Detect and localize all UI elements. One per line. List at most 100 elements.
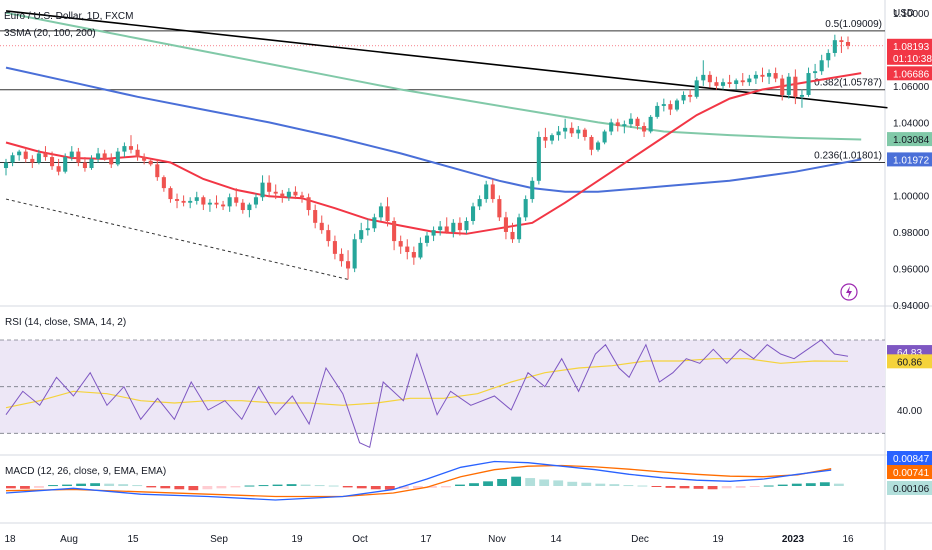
candle-body-107: [707, 74, 712, 83]
candle-body-5: [36, 153, 41, 163]
macd-hist-bar-29: [412, 486, 423, 489]
candle-body-4: [30, 158, 35, 163]
price-tick-3: 1.00000: [893, 191, 930, 202]
candle-body-3: [23, 151, 28, 159]
candle-body-47: [313, 210, 318, 223]
price-tick-5: 0.96000: [893, 264, 930, 275]
fib-label-2: 0.236(1.01801): [814, 151, 882, 162]
macd-hist-bar-22: [314, 485, 325, 487]
price-pane[interactable]: 0.5(1.09009) 0.382(1.05787) 0.236(1.01801): [0, 10, 888, 280]
candle-body-1: [10, 155, 15, 163]
price-tick-1: 1.06000: [893, 82, 930, 93]
candle-body-61: [405, 246, 410, 253]
macd-label: MACD (12, 26, close, 9, EMA, EMA): [5, 466, 166, 477]
candle-body-116: [767, 73, 772, 77]
candle-body-70: [464, 220, 469, 231]
price-tick-4: 0.98000: [893, 228, 930, 239]
macd-hist-bar-9: [132, 485, 143, 487]
price-tag-1: [887, 66, 932, 81]
candle-body-41: [273, 191, 278, 194]
candle-body-26: [174, 199, 180, 201]
rsi-label: RSI (14, close, SMA, 14, 2): [5, 317, 126, 328]
macd-hist-bar-59: [833, 483, 844, 486]
macd-hist-bar-55: [777, 484, 788, 486]
macd-hist-bar-52: [735, 486, 746, 488]
candle-body-86: [569, 127, 574, 134]
time-tick-7: Nov: [488, 534, 506, 545]
macd-hist-bar-10: [146, 486, 157, 488]
macd-pane[interactable]: [5, 460, 844, 501]
candle-body-19: [128, 146, 134, 150]
candle-body-38: [253, 197, 259, 205]
time-tick-5: Oct: [352, 534, 368, 545]
candle-body-91: [602, 131, 607, 143]
axis-layer: 1.10000 1.06000 1.04000 1.00000 0.98000 0.960…: [4, 9, 932, 545]
candle-body-67: [444, 226, 449, 232]
macd-tag-value-2: 0.00106: [893, 484, 930, 495]
macd-tag-value-0: 0.00847: [893, 454, 930, 465]
candle-body-128: [845, 42, 851, 46]
candle-body-98: [648, 116, 653, 132]
candle-body-40: [267, 182, 272, 192]
macd-hist-bar-3: [48, 485, 58, 487]
candle-body-24: [161, 177, 166, 189]
candle-body-6: [43, 153, 48, 158]
candle-body-64: [424, 235, 430, 243]
time-tick-10: 19: [712, 534, 724, 545]
currency-label: USD: [893, 8, 914, 19]
candle-body-43: [286, 191, 291, 198]
candle-body-110: [727, 82, 732, 85]
rsi-line: [5, 339, 849, 449]
macd-hist-bar-8: [118, 484, 129, 486]
macd-hist-bar-25: [356, 486, 367, 489]
rsi-tag-value-1: 60.86: [897, 357, 922, 368]
candle-body-76: [503, 217, 508, 232]
macd-hist-bar-17: [244, 485, 255, 487]
macd-hist-bar-30: [427, 486, 437, 488]
macd-hist-bar-16: [230, 486, 241, 488]
candle-body-11: [76, 151, 81, 163]
sma100-line: [5, 66, 862, 193]
candle-body-90: [595, 142, 601, 150]
candle-body-58: [385, 206, 390, 221]
candle-body-34: [227, 197, 232, 207]
candle-body-94: [622, 124, 627, 127]
macd-hist-bar-33: [469, 483, 479, 486]
macd-hist-bar-21: [300, 484, 311, 486]
time-tick-6: 17: [420, 534, 432, 545]
macd-hist-bar-0: [6, 486, 16, 489]
candle-body-29: [194, 197, 199, 201]
candle-body-21: [142, 157, 147, 161]
candle-body-23: [155, 164, 160, 178]
candle-body-66: [438, 226, 443, 231]
candle-body-2: [17, 151, 22, 156]
macd-hist-bar-54: [763, 485, 774, 487]
candle-body-48: [319, 222, 324, 231]
candle-body-115: [760, 74, 765, 77]
macd-line: [5, 460, 832, 501]
time-tick-12: 16: [842, 534, 854, 545]
macd-hist-bar-46: [651, 486, 662, 487]
macd-hist-bar-23: [328, 485, 339, 487]
candle-body-113: [747, 78, 752, 83]
lightning-icon[interactable]: [840, 283, 858, 301]
candle-body-72: [477, 199, 482, 207]
time-tick-2: 15: [127, 534, 139, 545]
price-tag-value-0: 1.08193: [893, 42, 930, 53]
candle-body-88: [582, 129, 587, 137]
candle-body-101: [668, 104, 673, 110]
candle-body-80: [530, 180, 535, 200]
candle-body-71: [471, 206, 476, 221]
candle-body-78: [517, 217, 522, 240]
macd-hist-bar-43: [609, 484, 620, 486]
candle-body-122: [806, 73, 811, 95]
candle-body-104: [688, 94, 693, 97]
macd-hist-bar-27: [384, 486, 395, 490]
candle-body-112: [740, 80, 745, 83]
price-tag-value-1: 1.06686: [893, 69, 930, 80]
macd-tag-0: [887, 451, 932, 465]
macd-hist-bar-36: [511, 476, 522, 486]
rsi-pane[interactable]: [0, 339, 885, 449]
candle-body-102: [674, 100, 680, 110]
